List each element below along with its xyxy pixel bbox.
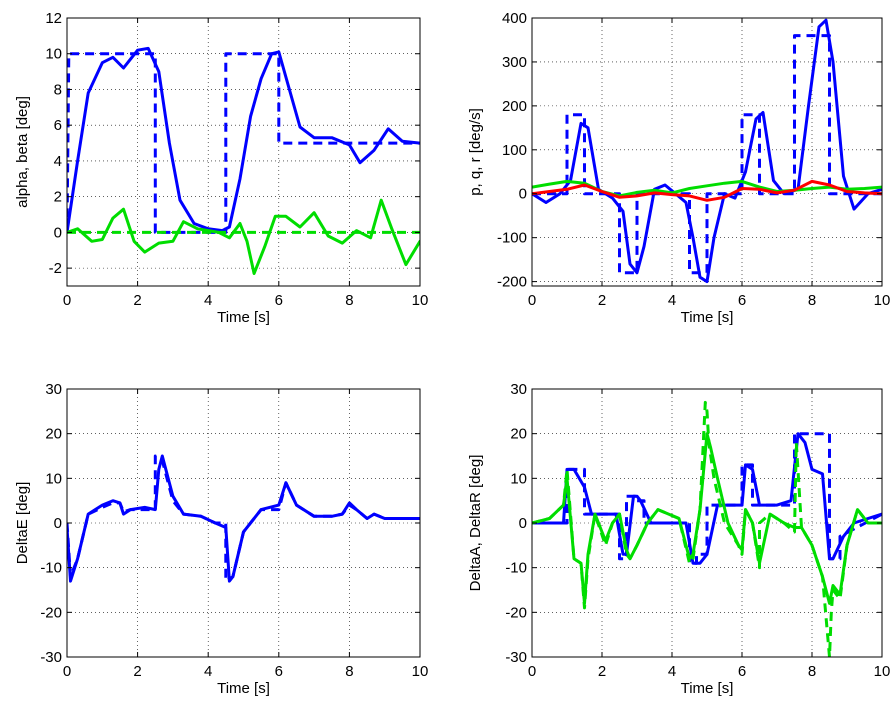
y-axis-label: DeltaE [deg] <box>14 482 31 565</box>
y-tick-label: -20 <box>505 604 527 621</box>
x-axis-label: Time [s] <box>681 309 734 326</box>
series-line-1-solid <box>67 46 420 234</box>
x-tick-label: 2 <box>598 663 606 680</box>
y-axis-label: alpha, beta [deg] <box>14 96 31 208</box>
y-tick-label: 12 <box>45 10 62 27</box>
series-line-1-solid <box>67 454 420 583</box>
series-line-3-solid <box>532 432 882 605</box>
x-tick-label: 8 <box>345 663 353 680</box>
x-tick-label: 10 <box>874 292 891 309</box>
y-tick-label: 20 <box>510 426 527 443</box>
grid <box>532 18 882 286</box>
x-tick-label: 4 <box>204 292 212 309</box>
y-tick-label: -2 <box>49 260 62 277</box>
y-tick-label: 30 <box>510 381 527 398</box>
x-tick-label: 8 <box>345 292 353 309</box>
y-tick-label: 0 <box>519 515 527 532</box>
y-tick-label: -20 <box>40 604 62 621</box>
series-line-1-solid <box>532 18 882 284</box>
x-tick-label: 6 <box>275 292 283 309</box>
series-group <box>67 454 420 583</box>
y-tick-label: 2 <box>54 189 62 206</box>
x-tick-label: 10 <box>874 663 891 680</box>
series-line-0-dashed <box>532 432 882 565</box>
grid <box>67 389 420 657</box>
y-tick-label: -10 <box>40 560 62 577</box>
series-line-3-solid <box>532 179 882 202</box>
chart-delta-a-delta-r: 0 2 4 6 8 10 -30 -20 -10 0 10 20 30 Time [s] DeltaA, D… <box>467 381 890 697</box>
y-tick-label: 10 <box>45 470 62 487</box>
x-tick-label: 6 <box>738 292 746 309</box>
y-tick-label: 100 <box>502 142 527 159</box>
series-line-1-solid <box>532 432 882 565</box>
x-tick-label: 10 <box>412 663 429 680</box>
y-tick-label: 200 <box>502 98 527 115</box>
axes-frame <box>66 17 421 287</box>
y-tick-label: 0 <box>54 224 62 241</box>
x-tick-label: 8 <box>808 663 816 680</box>
x-tick-label: 6 <box>275 663 283 680</box>
y-axis-label: p, q, r [deg/s] <box>467 108 484 196</box>
y-axis-label: DeltaA, DeltaR [deg] <box>467 455 484 592</box>
y-tick-label: 8 <box>54 81 62 98</box>
series-group <box>67 46 420 275</box>
y-tick-label: 4 <box>54 153 62 170</box>
chart-pqr-rates: 0 2 4 6 8 10 -200 -100 0 100 200 300 400 Time [s] p, q… <box>467 10 890 326</box>
x-axis-label: Time [s] <box>217 680 270 697</box>
x-tick-label: 0 <box>63 292 71 309</box>
series-line-3-solid <box>67 198 420 275</box>
y-tick-label: 300 <box>502 54 527 71</box>
x-tick-label: 6 <box>738 663 746 680</box>
x-tick-label: 2 <box>133 292 141 309</box>
y-tick-label: 30 <box>45 381 62 398</box>
x-tick-label: 2 <box>598 292 606 309</box>
axes-frame <box>531 17 883 287</box>
y-tick-label: -200 <box>497 274 527 291</box>
x-tick-label: 2 <box>133 663 141 680</box>
grid <box>532 389 882 657</box>
x-tick-label: 4 <box>668 292 676 309</box>
y-tick-label: -100 <box>497 230 527 247</box>
y-tick-label: -30 <box>505 649 527 666</box>
y-tick-label: 10 <box>45 46 62 63</box>
x-tick-label: 10 <box>412 292 429 309</box>
y-tick-label: 20 <box>45 426 62 443</box>
y-tick-label: 0 <box>54 515 62 532</box>
y-tick-label: 10 <box>510 470 527 487</box>
x-axis-label: Time [s] <box>217 309 270 326</box>
series-group <box>532 18 882 284</box>
x-tick-label: 0 <box>528 292 536 309</box>
y-tick-label: 6 <box>54 117 62 134</box>
x-tick-label: 4 <box>668 663 676 680</box>
x-tick-label: 0 <box>528 663 536 680</box>
x-tick-label: 4 <box>204 663 212 680</box>
y-tick-label: 400 <box>502 10 527 27</box>
y-tick-label: -30 <box>40 649 62 666</box>
series-group <box>532 400 882 657</box>
y-tick-label: 0 <box>519 186 527 203</box>
x-tick-label: 8 <box>808 292 816 309</box>
y-tick-label: -10 <box>505 560 527 577</box>
chart-delta-e: 0 2 4 6 8 10 -30 -20 -10 0 10 20 30 Time [s] DeltaE [d… <box>14 381 428 697</box>
x-tick-label: 0 <box>63 663 71 680</box>
x-axis-label: Time [s] <box>681 680 734 697</box>
